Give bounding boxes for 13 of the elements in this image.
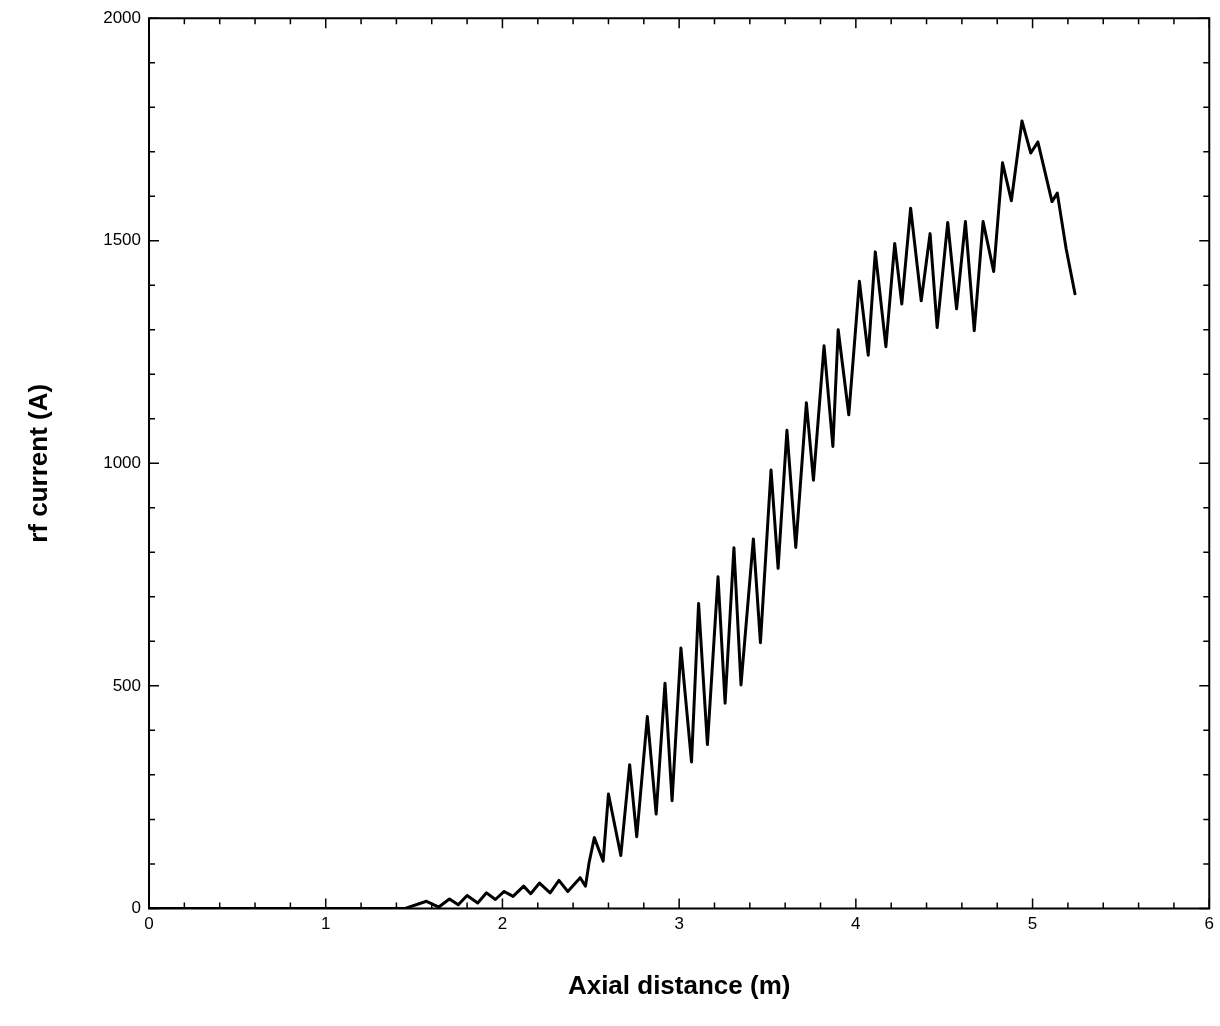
y-tick-label: 0 xyxy=(131,898,142,918)
x-tick-label: 3 xyxy=(674,914,684,934)
y-tick-label: 500 xyxy=(112,675,142,695)
x-tick-label: 1 xyxy=(320,914,331,934)
x-tick-label: 2 xyxy=(497,914,508,934)
y-tick-label: 1500 xyxy=(103,230,142,250)
x-tick-label: 4 xyxy=(851,914,861,934)
y-tick-label: 2000 xyxy=(103,7,142,27)
x-axis-title: Axial distance (m) xyxy=(567,969,791,1000)
x-tick-label: 6 xyxy=(1204,914,1215,934)
y-axis-title: rf current (A) xyxy=(22,383,53,543)
x-tick-label: 5 xyxy=(1027,914,1038,934)
y-tick-label: 1000 xyxy=(103,452,142,472)
